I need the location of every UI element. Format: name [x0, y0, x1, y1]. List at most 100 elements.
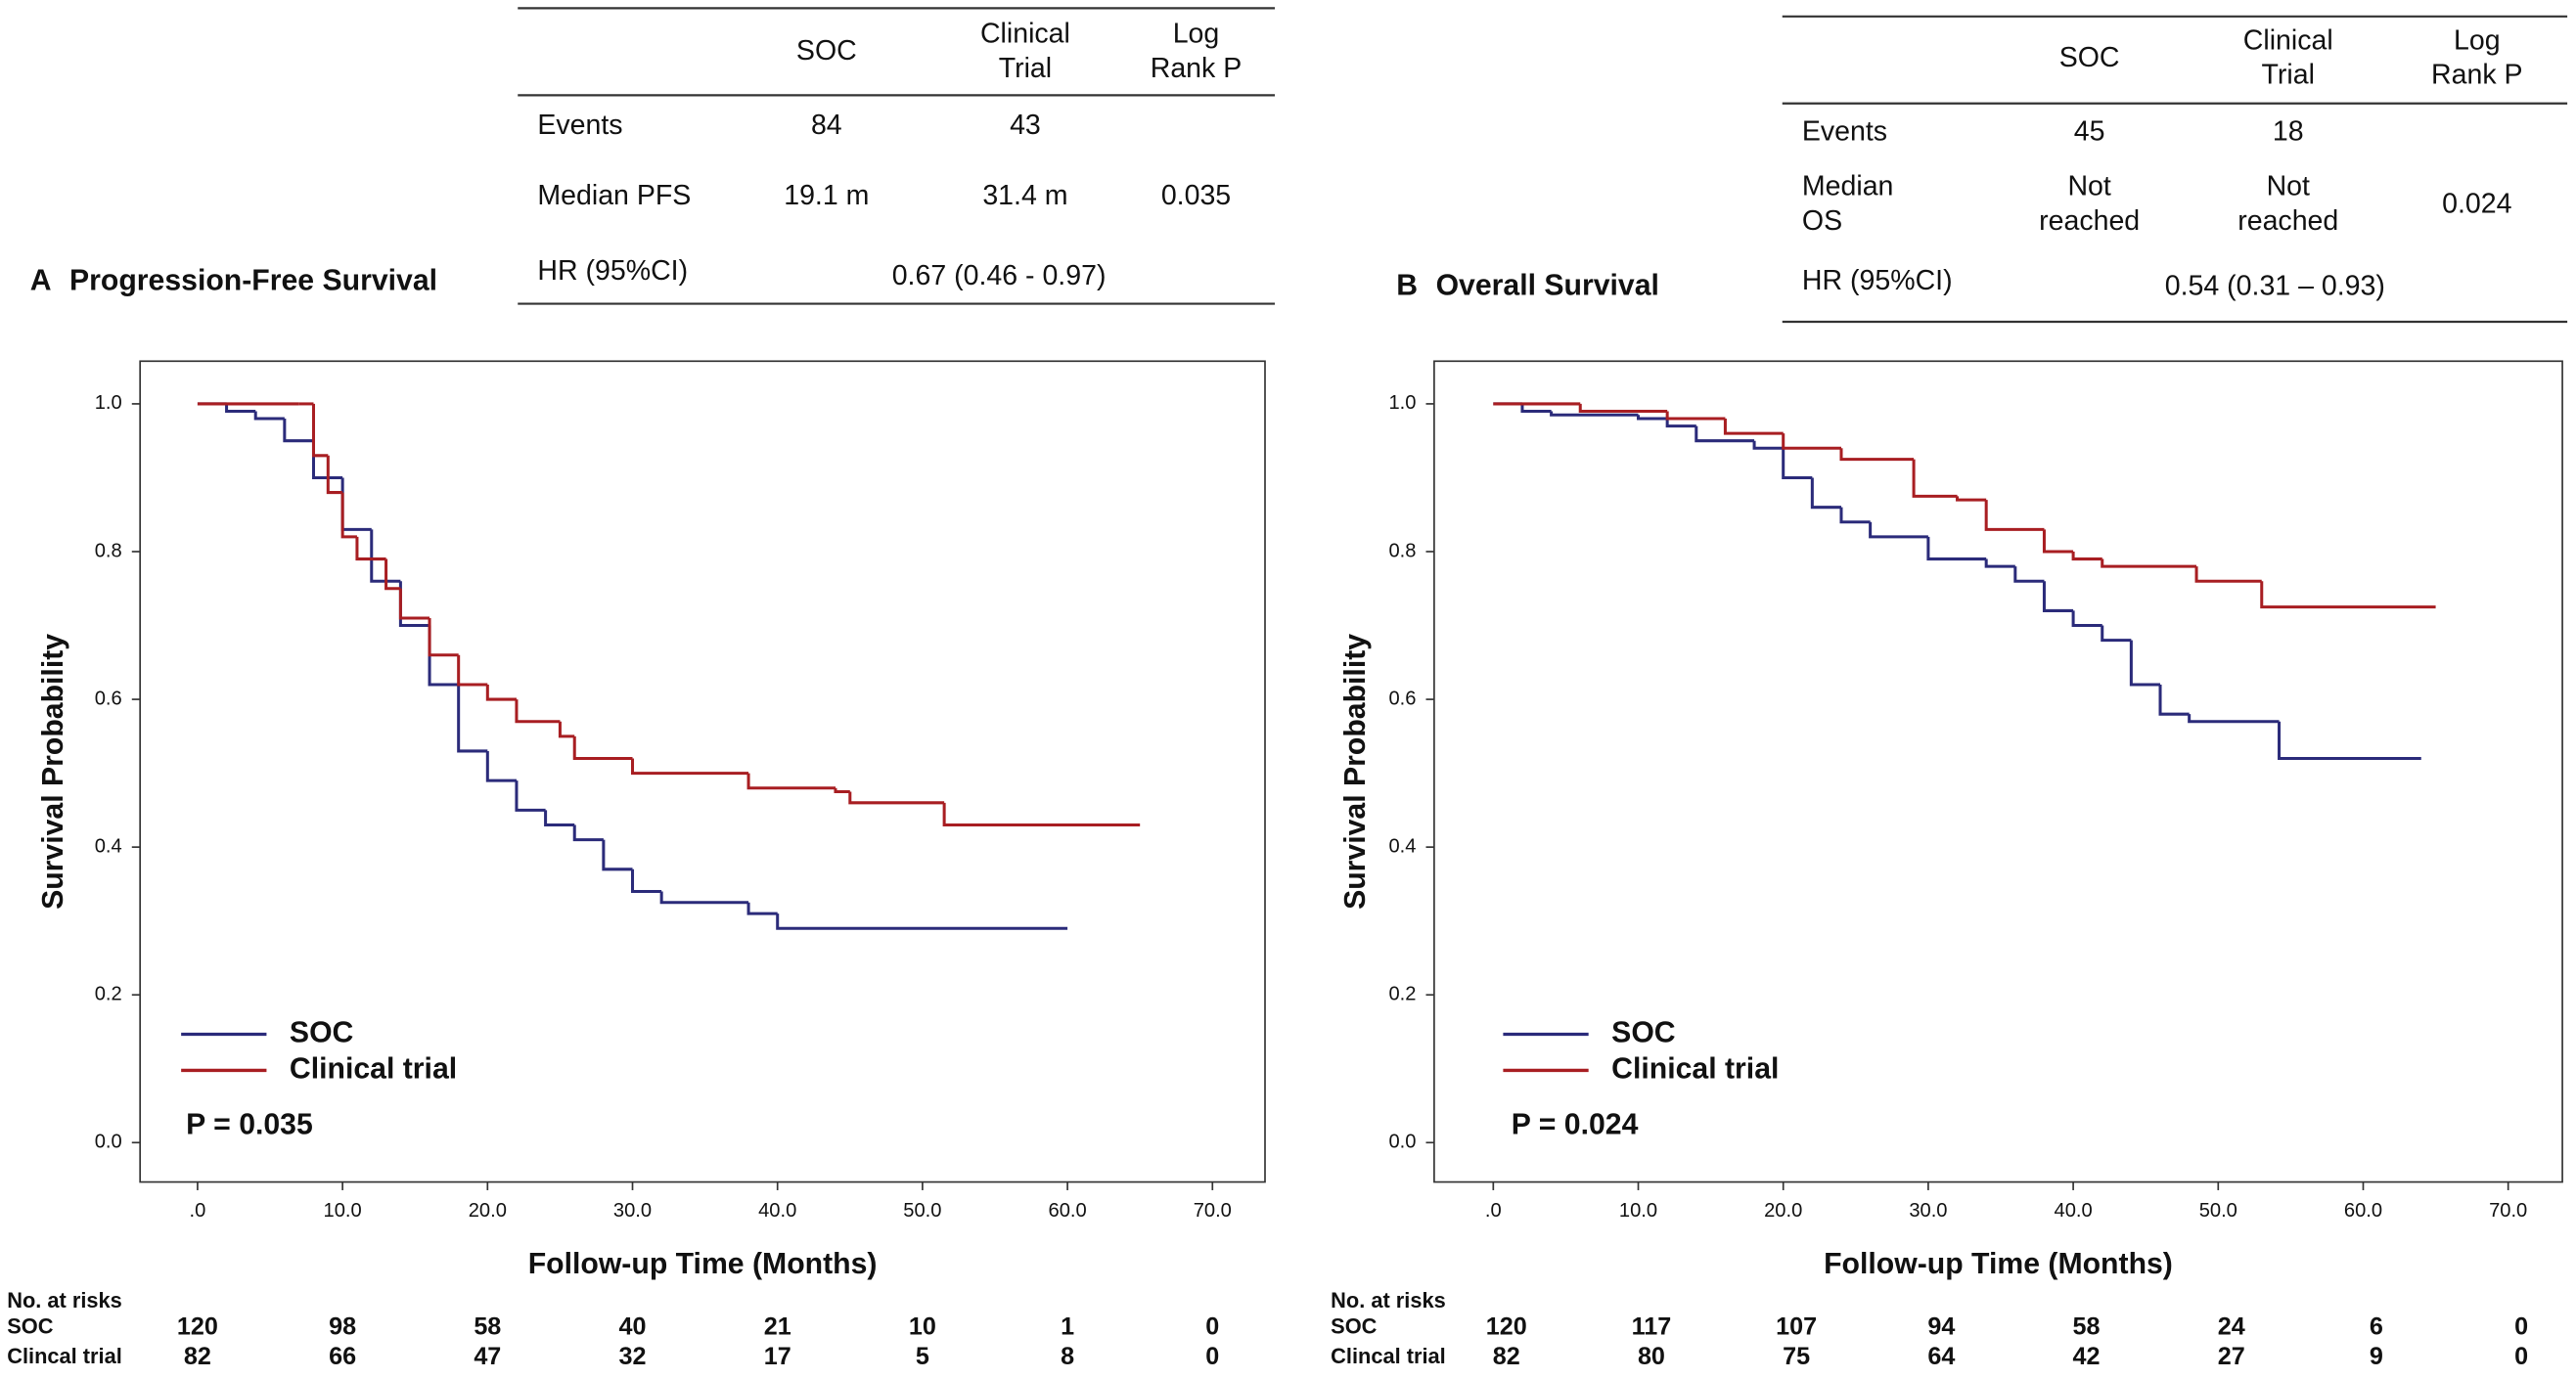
- y-tick-label: 0.2: [95, 984, 122, 1005]
- row-label: HR (95%CI): [1802, 265, 1953, 296]
- x-tick-label: 40.0: [2055, 1200, 2093, 1222]
- survival-step: [428, 617, 459, 657]
- risk-count: 6: [2370, 1313, 2383, 1341]
- y-tick-label: 1.0: [95, 392, 122, 414]
- survival-step: [848, 791, 945, 805]
- survival-step: [2042, 581, 2074, 612]
- risk-count: 8: [1061, 1343, 1074, 1370]
- survival-step: [1984, 558, 2015, 568]
- risk-count: 66: [329, 1343, 356, 1370]
- table-cell: 31.4 m: [982, 180, 1067, 211]
- risk-count: 0: [1205, 1313, 1219, 1341]
- legend-label: Clinical trial: [290, 1052, 457, 1085]
- risk-count: 10: [909, 1313, 936, 1341]
- plot-frame: [139, 360, 1266, 1183]
- risk-count: 58: [474, 1313, 501, 1341]
- x-axis-label: Follow-up Time (Months): [528, 1248, 878, 1280]
- table-cell: 18: [2273, 115, 2304, 147]
- survival-step: [340, 492, 357, 539]
- survival-step: [1637, 415, 1668, 421]
- survival-step: [2042, 529, 2074, 554]
- row-label: HR (95%CI): [537, 255, 688, 287]
- survival-step: [1839, 448, 1915, 462]
- x-tick-label: 30.0: [613, 1200, 652, 1222]
- table-cell: reached: [2039, 205, 2140, 237]
- survival-step: [485, 684, 517, 701]
- risk-count: 82: [1493, 1343, 1520, 1370]
- survival-step: [384, 558, 401, 591]
- risk-count: 24: [2218, 1313, 2245, 1341]
- table-header: Trial: [999, 53, 1052, 84]
- y-tick-label: 0.4: [95, 835, 122, 857]
- survival-step: [630, 758, 749, 776]
- panel-label: A: [30, 265, 52, 297]
- survival-step: [630, 868, 662, 893]
- y-tick-label: 0.0: [1388, 1132, 1416, 1153]
- risk-count: 0: [2514, 1313, 2528, 1341]
- x-tick-label: 60.0: [1049, 1200, 1087, 1222]
- table-header: Rank P: [2431, 60, 2523, 91]
- table-header: Clinical: [980, 19, 1070, 50]
- survival-step: [2013, 566, 2045, 583]
- risk-count: 40: [619, 1313, 647, 1341]
- survival-step: [1782, 448, 1813, 479]
- table-cell: 84: [811, 110, 842, 141]
- survival-step: [1810, 477, 1841, 510]
- risk-count: 27: [2218, 1343, 2245, 1370]
- table-cell: 19.1 m: [784, 180, 869, 211]
- survival-step: [340, 477, 372, 531]
- survival-step: [1723, 419, 1784, 435]
- x-tick-label: .0: [190, 1200, 206, 1222]
- survival-step: [225, 403, 256, 413]
- chart-title: Progression-Free Survival: [69, 265, 437, 297]
- table-cell: reached: [2237, 205, 2338, 237]
- table-cell: 0.035: [1161, 180, 1231, 211]
- survival-step: [572, 735, 633, 761]
- y-tick-label: 0.4: [1388, 835, 1416, 857]
- survival-step: [515, 699, 561, 724]
- survival-step: [572, 824, 604, 842]
- survival-step: [1665, 419, 1696, 428]
- x-tick-label: 20.0: [469, 1200, 507, 1222]
- table-header: Log: [1173, 19, 1220, 50]
- survival-step: [746, 902, 778, 915]
- table-cell: 0.54 (0.31 – 0.93): [2165, 270, 2385, 301]
- survival-step: [2129, 640, 2161, 687]
- x-tick-label: 60.0: [2344, 1200, 2382, 1222]
- x-tick-label: 50.0: [2199, 1200, 2237, 1222]
- table-cell: 45: [2074, 115, 2105, 147]
- risk-count: 9: [2370, 1343, 2383, 1370]
- risk-row-label: SOC: [7, 1314, 54, 1339]
- survival-step: [942, 802, 1141, 826]
- table-cell: 0.024: [2442, 188, 2511, 219]
- survival-step: [1665, 411, 1726, 421]
- survival-step: [1839, 507, 1871, 524]
- survival-step: [1984, 500, 2045, 531]
- table-cell: 43: [1010, 110, 1041, 141]
- risk-count: 64: [1927, 1343, 1955, 1370]
- table-header: Log: [2454, 24, 2501, 56]
- survival-step: [457, 654, 488, 687]
- risk-count: 75: [1783, 1343, 1810, 1370]
- risk-count: 32: [619, 1343, 647, 1370]
- survival-step: [355, 536, 386, 561]
- x-tick-label: 20.0: [1764, 1200, 1802, 1222]
- y-tick-label: 0.0: [95, 1132, 122, 1153]
- table-header: Clinical: [2243, 24, 2333, 56]
- survival-step: [2101, 558, 2197, 568]
- x-axis-label: Follow-up Time (Months): [1824, 1248, 2173, 1280]
- survival-step: [558, 721, 575, 738]
- survival-step: [1520, 403, 1552, 413]
- risk-count: 98: [329, 1313, 356, 1341]
- survival-step: [1578, 403, 1668, 413]
- row-label: Median PFS: [537, 180, 691, 211]
- survival-step: [283, 419, 314, 443]
- survival-step: [776, 913, 1068, 930]
- annotation: P = 0.024: [1512, 1108, 1639, 1140]
- survival-step: [2260, 581, 2436, 609]
- plot-frame: [1433, 360, 2563, 1183]
- table-header: SOC: [2059, 42, 2120, 73]
- legend-label: SOC: [1611, 1016, 1675, 1048]
- x-tick-label: .0: [1485, 1200, 1502, 1222]
